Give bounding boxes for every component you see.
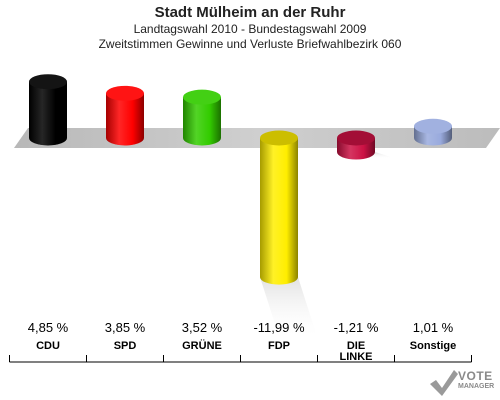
bar-top-spd [106, 85, 144, 101]
bar-grüne [183, 89, 221, 146]
value-label-fdp: -11,99 % [253, 320, 305, 335]
bar-sonstige [414, 118, 452, 146]
bar-body-grüne [183, 97, 221, 146]
chart-header: Stadt Mülheim an der Ruhr Landtagswahl 2… [0, 0, 500, 52]
chart-subtitle-election: Landtagswahl 2010 - Bundestagswahl 2009 [133, 22, 367, 36]
bar-cdu [29, 74, 67, 146]
bar-top-cdu [29, 74, 67, 90]
bar-body-cdu [29, 81, 67, 146]
bar-body-spd [106, 93, 144, 146]
value-label-cdu: 4,85 % [28, 320, 69, 335]
category-label-fdp: FDP [268, 340, 290, 352]
category-label-cdu: CDU [36, 340, 60, 352]
value-label-grüne: 3,52 % [182, 320, 223, 335]
bar-body-fdp [260, 138, 298, 285]
bar-top-fdp [260, 130, 298, 146]
bar-spd [106, 85, 144, 146]
bar-top-sonstige [414, 118, 452, 134]
value-labels-group: 4,85 % 3,85 % 3,52 % -11,99 % -1,21 % 1,01 % [28, 320, 454, 335]
bar-die-linke [337, 130, 375, 160]
bar-shadow-fdp [260, 277, 318, 340]
vote-manager-logo [430, 370, 458, 396]
category-label-die-linke: DIE [347, 340, 365, 352]
value-label-sonstige: 1,01 % [413, 320, 454, 335]
checkmark-icon [430, 370, 458, 396]
logo-text: VOTE [458, 369, 493, 383]
logo-subtext: MANAGER [458, 383, 495, 390]
bar-fdp [260, 130, 298, 285]
bar-top-die-linke [337, 130, 375, 146]
bar-top-grüne [183, 89, 221, 105]
category-label-grüne: GRÜNE [182, 339, 222, 352]
chart-title: Stadt Mülheim an der Ruhr [154, 4, 346, 21]
value-label-die-linke: -1,21 % [334, 320, 379, 335]
value-label-spd: 3,85 % [105, 320, 146, 335]
category-label-sonstige: Sonstige [410, 340, 456, 352]
category-label-spd: SPD [114, 340, 137, 352]
chart-subtitle-district: Zweitstimmen Gewinne und Verluste Briefw… [98, 37, 402, 51]
category-label-die-linke: LINKE [340, 351, 373, 363]
bars-group [29, 74, 452, 285]
